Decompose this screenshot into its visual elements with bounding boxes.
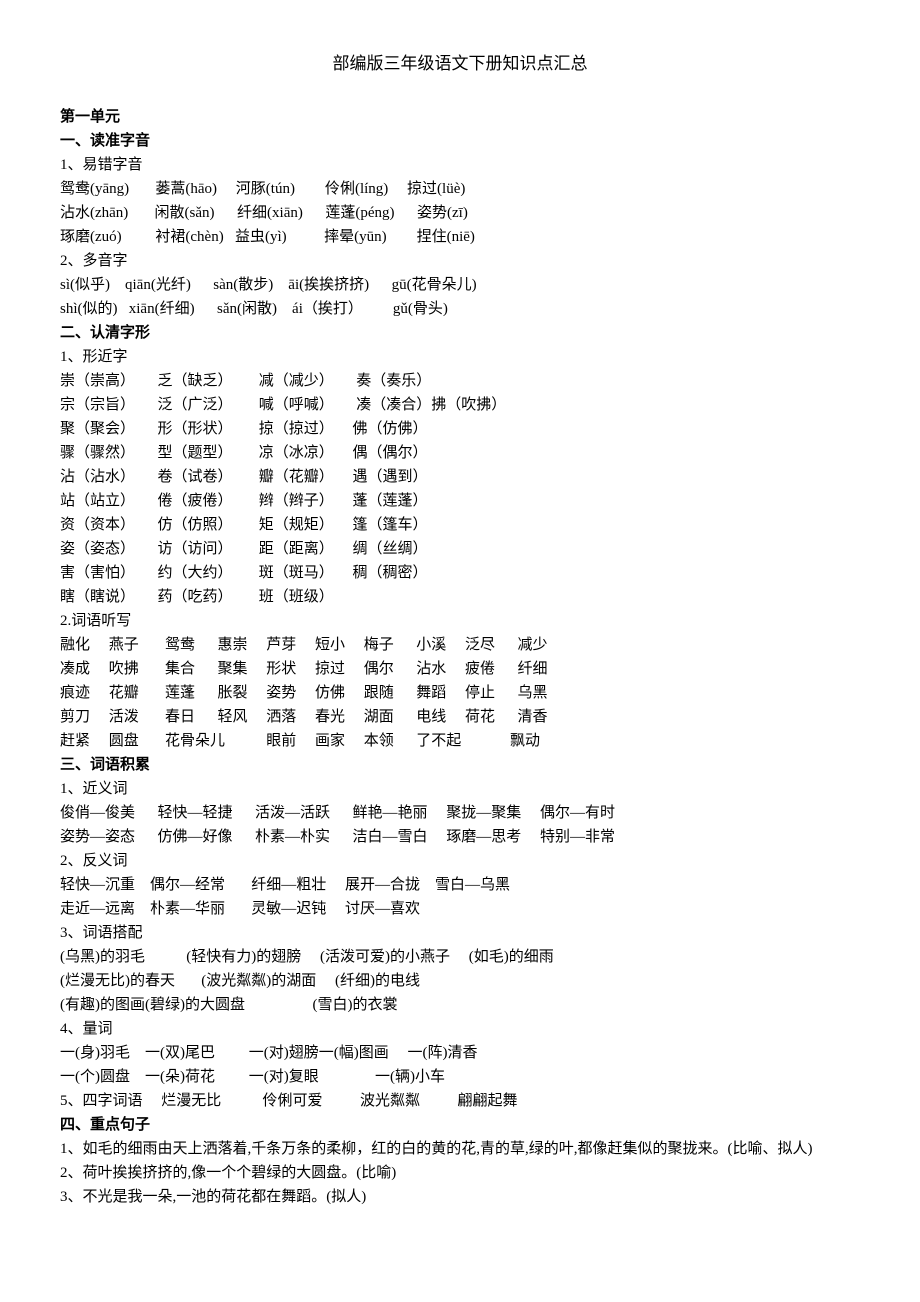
measure-row: 一(个)圆盘 一(朵)荷花 一(对)复眼 一(辆)小车 <box>60 1065 860 1089</box>
similar-char-row: 站（站立） 倦（疲倦） 辫（辫子） 蓬（莲蓬） <box>60 489 860 513</box>
sentence-2: 2、荷叶挨挨挤挤的,像一个个碧绿的大圆盘。(比喻) <box>60 1161 860 1185</box>
sentence-1: 1、如毛的细雨由天上洒落着,千条万条的柔柳，红的白的黄的花,青的草,绿的叶,都像… <box>60 1137 860 1161</box>
sub-3-3: 3、词语搭配 <box>60 921 860 945</box>
section-3-heading: 三、词语积累 <box>60 753 860 777</box>
vocab-row: 剪刀 活泼 春日 轻风 洒落 春光 湖面 电线 荷花 清香 <box>60 705 860 729</box>
sub-2-1: 1、形近字 <box>60 345 860 369</box>
sub-1-2: 2、多音字 <box>60 249 860 273</box>
similar-char-row: 宗（宗旨） 泛（广泛） 喊（呼喊） 凑（凑合）拂（吹拂） <box>60 393 860 417</box>
collocation-row: (乌黑)的羽毛 (轻快有力)的翅膀 (活泼可爱)的小燕子 (如毛)的细雨 <box>60 945 860 969</box>
similar-char-row: 瞎（瞎说） 药（吃药） 班（班级） <box>60 585 860 609</box>
measure-row: 一(身)羽毛 一(双)尾巴 一(对)翅膀一(幅)图画 一(阵)清香 <box>60 1041 860 1065</box>
synonym-row: 姿势—姿态 仿佛—好像 朴素—朴实 洁白—雪白 琢磨—思考 特别—非常 <box>60 825 860 849</box>
unit-heading: 第一单元 <box>60 105 860 129</box>
vocab-row: 痕迹 花瓣 莲蓬 胀裂 姿势 仿佛 跟随 舞蹈 停止 乌黑 <box>60 681 860 705</box>
pinyin-row: 鸳鸯(yāng) 蒌蒿(hāo) 河豚(tún) 伶俐(líng) 掠过(lüè… <box>60 177 860 201</box>
similar-char-row: 聚（聚会） 形（形状） 掠（掠过） 佛（仿佛） <box>60 417 860 441</box>
section-4-heading: 四、重点句子 <box>60 1113 860 1137</box>
vocab-row: 凑成 吹拂 集合 聚集 形状 掠过 偶尔 沾水 疲倦 纤细 <box>60 657 860 681</box>
pinyin-row: 琢磨(zuó) 衬裙(chèn) 益虫(yì) 摔晕(yūn) 捏住(niē) <box>60 225 860 249</box>
sub-3-1: 1、近义词 <box>60 777 860 801</box>
synonym-row: 俊俏—俊美 轻快—轻捷 活泼—活跃 鲜艳—艳丽 聚拢—聚集 偶尔—有时 <box>60 801 860 825</box>
similar-char-row: 害（害怕） 约（大约） 斑（斑马） 稠（稠密） <box>60 561 860 585</box>
doc-title: 部编版三年级语文下册知识点汇总 <box>60 50 860 77</box>
sub-2-2: 2.词语听写 <box>60 609 860 633</box>
section-1-heading: 一、读准字音 <box>60 129 860 153</box>
similar-char-row: 资（资本） 仿（仿照） 矩（规矩） 篷（篷车） <box>60 513 860 537</box>
vocab-row: 赶紧 圆盘 花骨朵儿 眼前 画家 本领 了不起 飘动 <box>60 729 860 753</box>
sub-3-5: 5、四字词语 烂漫无比 伶俐可爱 波光粼粼 翩翩起舞 <box>60 1089 860 1113</box>
vocab-row: 融化 燕子 鸳鸯 惠崇 芦芽 短小 梅子 小溪 泛尽 减少 <box>60 633 860 657</box>
similar-char-row: 崇（崇高） 乏（缺乏） 减（减少） 奏（奏乐） <box>60 369 860 393</box>
polyphone-row: sì(似乎) qiān(光纤) sàn(散步) āi(挨挨挤挤) gū(花骨朵儿… <box>60 273 860 297</box>
similar-char-row: 沾（沾水） 卷（试卷） 瓣（花瓣） 遇（遇到） <box>60 465 860 489</box>
collocation-row: (有趣)的图画(碧绿)的大圆盘 (雪白)的衣裳 <box>60 993 860 1017</box>
sub-3-4: 4、量词 <box>60 1017 860 1041</box>
sentence-3: 3、不光是我一朵,一池的荷花都在舞蹈。(拟人) <box>60 1185 860 1209</box>
polyphone-row: shì(似的) xiān(纤细) sǎn(闲散) ái（挨打） gǔ(骨头) <box>60 297 860 321</box>
sub-1-1: 1、易错字音 <box>60 153 860 177</box>
similar-char-row: 骤（骤然） 型（题型） 凉（冰凉） 偶（偶尔） <box>60 441 860 465</box>
collocation-row: (烂漫无比)的春天 (波光粼粼)的湖面 (纤细)的电线 <box>60 969 860 993</box>
section-2-heading: 二、认清字形 <box>60 321 860 345</box>
antonym-row: 走近—远离 朴素—华丽 灵敏—迟钝 讨厌—喜欢 <box>60 897 860 921</box>
antonym-row: 轻快—沉重 偶尔—经常 纤细—粗壮 展开—合拢 雪白—乌黑 <box>60 873 860 897</box>
pinyin-row: 沾水(zhān) 闲散(sǎn) 纤细(xiān) 莲蓬(péng) 姿势(zī… <box>60 201 860 225</box>
similar-char-row: 姿（姿态） 访（访问） 距（距离） 绸（丝绸） <box>60 537 860 561</box>
sub-3-2: 2、反义词 <box>60 849 860 873</box>
